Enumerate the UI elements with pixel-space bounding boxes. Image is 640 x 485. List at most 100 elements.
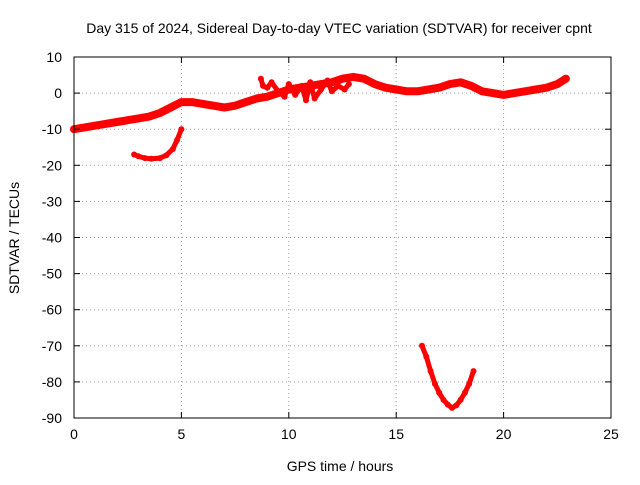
- data-point: [436, 389, 443, 396]
- data-point: [174, 137, 181, 143]
- data-point: [457, 396, 464, 403]
- x-tick-label: 10: [281, 426, 297, 442]
- y-tick-label: -50: [42, 266, 62, 282]
- data-point: [156, 155, 163, 162]
- x-tick-label: 25: [603, 426, 619, 442]
- data-point: [532, 86, 539, 93]
- data-point: [444, 401, 451, 408]
- data-point: [324, 77, 331, 84]
- data-point: [328, 88, 335, 95]
- data-point: [335, 82, 342, 89]
- data-point: [466, 380, 473, 387]
- x-tick-label: 0: [70, 426, 78, 442]
- data-point: [156, 110, 163, 116]
- data-point: [167, 104, 174, 111]
- data-point: [92, 122, 99, 129]
- y-tick-label: -60: [42, 302, 62, 318]
- data-point: [103, 120, 110, 127]
- data-point: [522, 88, 529, 95]
- data-point: [221, 104, 228, 111]
- data-point: [350, 73, 357, 80]
- data-point: [285, 81, 292, 88]
- grid: [74, 57, 611, 418]
- data-point: [148, 155, 155, 162]
- data-point: [114, 119, 120, 125]
- data-point: [470, 368, 477, 375]
- series-line: [419, 343, 476, 411]
- data-point: [135, 153, 142, 160]
- data-point: [431, 380, 438, 387]
- data-point: [457, 79, 464, 86]
- x-axis-label: GPS time / hours: [287, 458, 394, 474]
- x-tick-label: 5: [178, 426, 186, 442]
- data-point: [554, 81, 561, 88]
- data-point: [242, 99, 249, 106]
- y-axis-label: SDTVAR / TECUs: [6, 182, 22, 294]
- data-point: [562, 75, 569, 82]
- data-point: [178, 126, 185, 133]
- data-point: [163, 152, 170, 159]
- y-tick-label: 0: [54, 85, 62, 101]
- y-tick-label: -30: [42, 193, 62, 209]
- data-point: [264, 93, 271, 100]
- data-point: [298, 82, 305, 89]
- data-point: [189, 99, 196, 106]
- data-point: [382, 84, 389, 91]
- data-point: [339, 75, 346, 82]
- data-point: [361, 75, 367, 82]
- data-point: [427, 368, 434, 375]
- data-point: [461, 389, 468, 396]
- y-tick-label: 10: [46, 49, 62, 65]
- x-tick-label: 20: [496, 426, 512, 442]
- data-point: [303, 97, 309, 104]
- data-point: [281, 93, 288, 100]
- data-point: [210, 102, 217, 109]
- data-point: [268, 79, 275, 86]
- data-point: [414, 88, 421, 95]
- data-point: [264, 84, 271, 91]
- data-point: [446, 81, 453, 88]
- data-point: [124, 117, 131, 124]
- data-point: [371, 81, 378, 88]
- y-tick-label: -70: [42, 338, 62, 354]
- data-point: [135, 115, 142, 122]
- y-tick-label: -20: [42, 157, 62, 173]
- data-point: [257, 75, 264, 82]
- data-point: [253, 95, 260, 102]
- data-point: [292, 91, 299, 98]
- data-point: [511, 90, 518, 97]
- ticks: 0 5 10 15 20 25 -90 -80 -70 -60 -50 -40 -30 -20 -10 0 10: [42, 49, 619, 442]
- data-point: [423, 353, 430, 360]
- y-tick-label: -10: [42, 121, 62, 137]
- y-tick-label: -90: [42, 410, 62, 426]
- data-point: [169, 146, 176, 153]
- data-point: [440, 396, 447, 403]
- data-point: [341, 86, 348, 93]
- data-point: [403, 88, 410, 95]
- data-point: [543, 84, 550, 91]
- y-tick-label: -80: [42, 374, 62, 390]
- data-point: [345, 81, 352, 88]
- data-point: [468, 82, 475, 89]
- data-point: [318, 86, 324, 93]
- y-tick-label: -40: [42, 230, 62, 246]
- data-point: [419, 342, 425, 349]
- x-tick-label: 15: [388, 426, 404, 442]
- data-point: [275, 88, 282, 95]
- data-point: [489, 90, 496, 97]
- series-line: [131, 126, 184, 162]
- data-point: [232, 102, 239, 109]
- data-layer: [70, 72, 570, 411]
- data-point: [479, 88, 486, 95]
- data-point: [199, 100, 206, 107]
- data-point: [500, 91, 507, 98]
- data-point: [436, 84, 443, 91]
- data-point: [425, 86, 432, 93]
- data-point: [453, 402, 460, 409]
- data-point: [307, 79, 314, 86]
- data-point: [146, 113, 153, 120]
- data-point: [178, 99, 185, 106]
- data-point: [81, 124, 88, 131]
